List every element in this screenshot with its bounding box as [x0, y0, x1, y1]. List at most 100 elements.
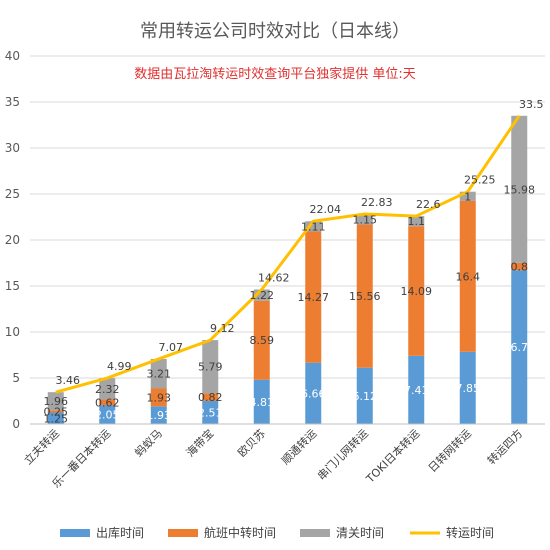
data-label: 16.4	[456, 270, 481, 283]
legend-swatch	[168, 529, 198, 537]
bar-segment	[99, 378, 116, 400]
y-tick-label: 10	[5, 325, 20, 339]
y-tick-label: 0	[12, 417, 20, 431]
bar-segment	[202, 340, 219, 394]
data-label: 6.66	[301, 387, 326, 400]
total-label: 3.46	[56, 374, 81, 387]
y-tick-label: 15	[5, 279, 20, 293]
bar-segment	[511, 115, 528, 263]
y-tick-label: 5	[12, 371, 20, 385]
total-label: 25.25	[464, 174, 496, 187]
data-label: 14.09	[401, 285, 433, 298]
x-tick-label: 欧贝苏	[235, 427, 268, 460]
bars	[47, 115, 528, 424]
bar-segment	[202, 393, 219, 401]
bar-segment	[408, 216, 425, 227]
bar-segment	[305, 221, 322, 232]
bar-segment	[356, 213, 373, 225]
total-label: 4.99	[107, 360, 132, 373]
data-label: 1.15	[353, 213, 378, 226]
bar-segment	[356, 367, 373, 424]
bar-segment	[305, 362, 322, 424]
data-label: 1.25	[44, 412, 69, 425]
total-line-path	[55, 114, 521, 394]
data-label: 2.05	[95, 409, 120, 422]
bar-segment	[408, 226, 425, 356]
data-label: 4.81	[250, 396, 275, 409]
x-tick-label: 转运四方	[484, 426, 525, 467]
bar-segment	[459, 191, 476, 201]
data-label: 1.11	[301, 220, 326, 233]
bar-segment	[99, 405, 116, 424]
data-label: 14.27	[298, 291, 330, 304]
bar-segment	[99, 399, 116, 406]
data-label: 1	[464, 190, 471, 203]
bar-segment	[459, 351, 476, 424]
bar-segment	[511, 270, 528, 424]
total-label: 14.62	[258, 271, 290, 284]
y-tick-label: 30	[5, 141, 20, 155]
data-label: 1.22	[250, 289, 275, 302]
bar-segment	[253, 379, 270, 424]
bar-segment	[356, 224, 373, 368]
chart-subtitle: 数据由瓦拉淘转运时效查询平台独家提供 单位:天	[134, 66, 416, 82]
data-label: 0.8	[511, 260, 529, 273]
x-tick-label: TOKI日本转运	[362, 426, 422, 486]
bar-segment	[408, 355, 425, 424]
total-label: 22.04	[310, 203, 342, 216]
y-axis: 0 5 10 15 20 25 30 35 40	[5, 49, 20, 431]
data-label: 0.62	[95, 396, 120, 409]
bar-segment	[47, 412, 64, 424]
total-label: 33.5	[519, 98, 544, 111]
x-tick-label: 日转网转运	[425, 426, 474, 475]
total-line	[55, 114, 521, 394]
data-label: 5.79	[198, 361, 223, 374]
data-label: 0.25	[44, 405, 69, 418]
data-label: 15.98	[504, 183, 536, 196]
bar-segment	[150, 388, 167, 407]
bar-segment	[511, 262, 528, 271]
data-label: 1.1	[408, 215, 426, 228]
legend-label: 航班中转时间	[204, 525, 276, 540]
data-label: 1.93	[147, 391, 172, 404]
bar-segment	[202, 400, 219, 424]
total-label: 22.6	[416, 198, 441, 211]
y-tick-label: 20	[5, 233, 20, 247]
data-label: 1.93	[147, 409, 172, 422]
data-label: 3.21	[147, 368, 172, 381]
total-label: 7.07	[159, 341, 184, 354]
bar-segment	[305, 231, 322, 363]
y-tick-label: 25	[5, 187, 20, 201]
bar-segment	[459, 200, 476, 352]
bar-segment	[150, 358, 167, 389]
bar-segment	[47, 410, 64, 413]
total-label: 22.83	[361, 196, 393, 209]
data-label: 7.41	[404, 384, 429, 397]
legend-swatch	[60, 529, 90, 537]
data-label: 15.56	[349, 290, 381, 303]
total-label: 9.12	[210, 322, 235, 335]
x-tick-label: 海带宝	[183, 426, 216, 459]
data-label: 2.51	[198, 406, 223, 419]
gridlines	[30, 55, 545, 425]
data-label: 6.12	[353, 390, 378, 403]
data-label: 7.85	[456, 382, 481, 395]
x-tick-label: 立夫转运	[21, 426, 62, 467]
legend-label: 清关时间	[336, 526, 384, 540]
data-label: 0.82	[198, 391, 223, 404]
data-label: 2.32	[95, 383, 120, 396]
legend-swatch	[300, 529, 330, 537]
x-tick-label: 顺通转运	[278, 426, 319, 467]
x-tick-label: 蚂蚁马	[132, 427, 165, 460]
data-labels: 1.250.251.96 2.050.622.32 1.93 1.93 3.21 2.51…	[44, 98, 544, 425]
bar-segment	[253, 300, 270, 380]
data-label: 8.59	[250, 334, 275, 347]
chart-title: 常用转运公司时效对比（日本线）	[140, 21, 410, 42]
bar-segment	[253, 289, 270, 301]
legend-label: 出库时间	[96, 525, 144, 540]
bar-segment	[150, 406, 167, 424]
data-label: 1.96	[44, 395, 69, 408]
data-label: 16.72	[504, 341, 536, 354]
bar-segment	[47, 392, 64, 411]
